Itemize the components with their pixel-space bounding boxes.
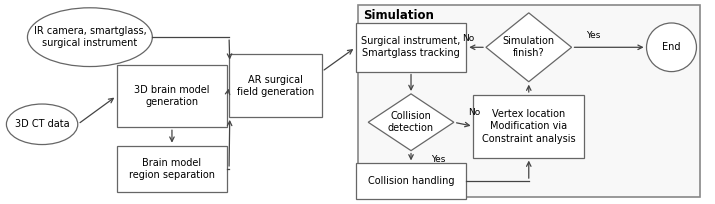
Ellipse shape xyxy=(27,8,152,67)
Text: IR camera, smartglass,
surgical instrument: IR camera, smartglass, surgical instrume… xyxy=(34,26,147,48)
Text: Simulation: Simulation xyxy=(363,9,434,22)
Ellipse shape xyxy=(6,104,78,145)
Text: Yes: Yes xyxy=(586,31,600,40)
Text: Surgical instrument,
Smartglass tracking: Surgical instrument, Smartglass tracking xyxy=(361,36,460,59)
Text: Vertex location
Modification via
Constraint analysis: Vertex location Modification via Constra… xyxy=(482,109,576,144)
FancyBboxPatch shape xyxy=(356,163,466,199)
FancyBboxPatch shape xyxy=(117,64,227,127)
Text: Simulation
finish?: Simulation finish? xyxy=(503,36,555,59)
Polygon shape xyxy=(368,94,454,151)
Text: End: End xyxy=(662,42,681,52)
FancyBboxPatch shape xyxy=(229,54,322,117)
Text: AR surgical
field generation: AR surgical field generation xyxy=(237,75,314,97)
Ellipse shape xyxy=(646,23,696,72)
Text: Collision handling: Collision handling xyxy=(368,176,454,186)
Polygon shape xyxy=(358,5,700,197)
FancyBboxPatch shape xyxy=(117,146,227,192)
Text: Yes: Yes xyxy=(431,155,445,164)
Text: 3D CT data: 3D CT data xyxy=(15,119,69,129)
Text: No: No xyxy=(468,108,480,117)
Text: No: No xyxy=(462,34,474,43)
Text: Brain model
region separation: Brain model region separation xyxy=(129,158,215,180)
Text: Collision
detection: Collision detection xyxy=(388,111,434,133)
Polygon shape xyxy=(486,13,571,82)
FancyBboxPatch shape xyxy=(356,23,466,72)
Text: 3D brain model
generation: 3D brain model generation xyxy=(134,85,209,107)
FancyBboxPatch shape xyxy=(473,95,584,158)
